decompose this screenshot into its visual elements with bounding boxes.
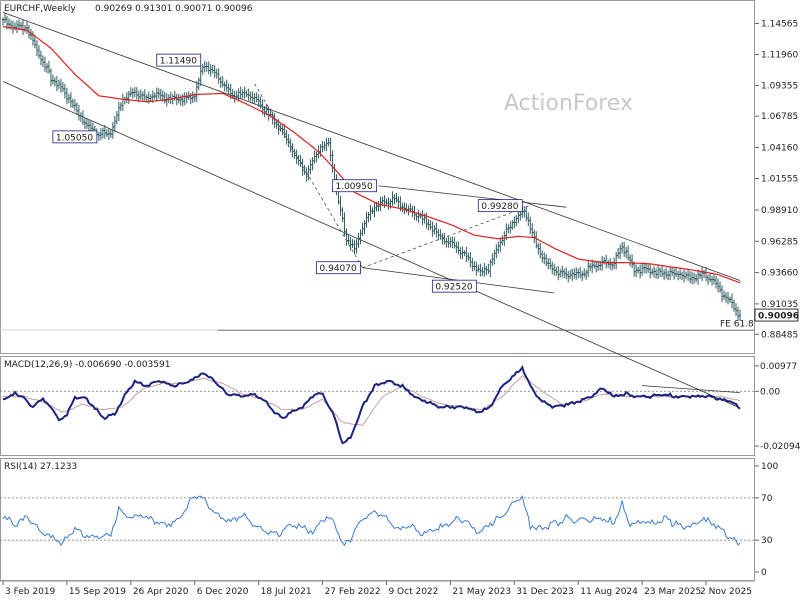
x-tick-label: 6 Dec 2020: [197, 587, 249, 597]
price-annotation-label: 0.99280: [481, 202, 518, 212]
macd-y-tick-label: -0.020949: [760, 442, 800, 452]
right-axis-area: [755, 0, 800, 582]
price-annotation: 1.11490: [156, 53, 202, 67]
wedge-upper-line: [378, 185, 567, 208]
price-annotation-label: 1.00950: [335, 182, 372, 192]
price-panel-title: EURCHF,Weekly: [4, 4, 76, 14]
price-annotation-box: [477, 199, 523, 213]
price-annotation-box: [156, 53, 202, 67]
price-annotation-label: 1.11490: [160, 57, 197, 67]
macd-layer: [0, 365, 755, 445]
price-y-tick-label: 0.93660: [761, 269, 798, 279]
macd-y-tick-label: 0.00: [760, 387, 780, 397]
price-y-tick-label: 1.01555: [761, 175, 798, 185]
lower-channel-line: [2, 81, 741, 409]
rsi-y-tick-label: 70: [761, 494, 773, 504]
price-layer: FE 61.8 1.11490 1.05050 1.00950 0.94070 0.992…: [0, 11, 799, 409]
macd-panel-frame: [0, 356, 755, 456]
moving-average-line: [2, 26, 741, 284]
macd-y-tick-label: 0.00977: [760, 362, 797, 372]
price-annotation-box: [52, 130, 98, 144]
rsi-y-tick-label: 0: [761, 568, 767, 578]
price-y-tick-label: 0.91035: [761, 300, 798, 310]
rsi-layer: [0, 494, 755, 547]
macd-trendline: [642, 385, 741, 394]
rsi-line: [2, 494, 741, 547]
axis-layer: 1.14565 1.11960 1.09355 1.06785 1.04160 1.015…: [0, 19, 800, 597]
x-tick-label: 2 Nov 2025: [700, 587, 752, 597]
price-annotation: 0.99280: [477, 199, 523, 213]
price-y-tick-label: 1.11960: [761, 51, 798, 61]
macd-line: [2, 365, 741, 445]
x-tick-label: 11 Aug 2024: [580, 587, 638, 597]
price-y-tick-label: 1.04160: [761, 143, 798, 153]
x-tick-label: 9 Oct 2022: [388, 587, 438, 597]
price-annotation-box: [332, 179, 377, 193]
price-annotation: 1.05050: [52, 130, 98, 144]
price-panel-frame: [0, 0, 755, 354]
macd-panel-title: MACD(12,26,9) -0.006690 -0.003591: [4, 360, 170, 370]
x-tick-label: 3 Feb 2019: [5, 587, 56, 597]
rsi-panel-frame: [0, 458, 755, 581]
x-tick-label: 18 Jul 2021: [261, 587, 312, 597]
price-annotation: 1.00950: [332, 179, 377, 193]
price-annotation-label: 0.92520: [435, 283, 472, 293]
price-annotation: 0.92520: [431, 279, 477, 293]
price-y-tick-label: 1.14565: [761, 19, 798, 29]
price-bar: [738, 309, 742, 321]
price-y-tick-label: 0.98910: [761, 206, 798, 216]
price-annotation-label: 0.94070: [320, 264, 357, 274]
x-tick-label: 23 Mar 2025: [644, 587, 701, 597]
last-price-tag-box: [754, 308, 799, 322]
last-price-tag: 0.90096: [758, 312, 799, 322]
upper-channel-line: [2, 11, 741, 281]
x-tick-label: 27 Feb 2022: [325, 587, 381, 597]
price-y-tick-label: 1.06785: [761, 112, 798, 122]
x-tick-label: 21 May 2023: [452, 587, 511, 597]
price-annotation-box: [431, 279, 477, 293]
price-annotation-label: 1.05050: [56, 133, 93, 143]
rsi-y-tick-label: 30: [761, 536, 773, 546]
price-y-tick-label: 1.09355: [761, 82, 798, 92]
price-y-tick-label: 0.96285: [761, 237, 798, 247]
rsi-y-tick-label: 100: [761, 462, 778, 472]
watermark: ActionForex: [504, 91, 633, 116]
x-tick-label: 31 Dec 2023: [516, 587, 574, 597]
x-tick-label: 15 Sep 2019: [69, 587, 126, 597]
price-y-tick-label: 0.88485: [761, 330, 798, 340]
x-tick-label: 26 Apr 2020: [133, 587, 189, 597]
fib-label: FE 61.8: [720, 319, 754, 329]
rsi-panel-title: RSI(14) 27.1233: [4, 462, 77, 472]
price-annotation-box: [316, 261, 361, 275]
price-annotation: 0.94070: [316, 261, 361, 275]
price-ohlc-values: 0.90269 0.91301 0.90071 0.90096: [95, 4, 253, 14]
